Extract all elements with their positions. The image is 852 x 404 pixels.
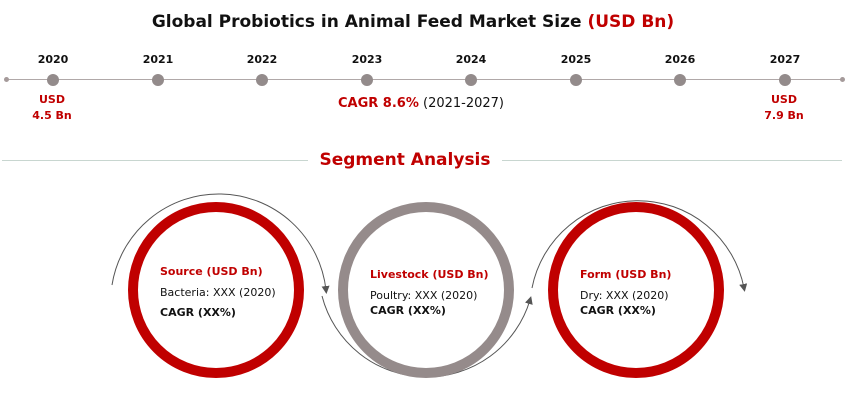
year-2024: 2024: [455, 53, 487, 66]
end-value-line1: USD: [771, 93, 797, 106]
year-2026: 2026: [664, 53, 696, 66]
source-card: Source (USD Bn) Bacteria: XXX (2020) CAG…: [160, 265, 276, 320]
livestock-ring: [338, 202, 514, 378]
year-2021: 2021: [142, 53, 174, 66]
start-value: USD 4.5 Bn: [22, 92, 82, 124]
source-ring: [128, 202, 304, 378]
form-cagr: CAGR (XX%): [580, 304, 656, 317]
livestock-heading: Livestock (USD Bn): [370, 268, 489, 281]
timeline-marker-2024: [465, 74, 477, 86]
start-value-line2: 4.5 Bn: [32, 109, 72, 122]
end-value-line2: 7.9 Bn: [764, 109, 804, 122]
timeline-line: [7, 79, 843, 80]
title-unit: (USD Bn): [587, 12, 675, 32]
arc-top-right: [531, 200, 748, 292]
timeline-marker-2022: [256, 74, 268, 86]
source-heading: Source (USD Bn): [160, 265, 263, 278]
timeline-marker-2020: [47, 74, 59, 86]
form-ring: [548, 202, 724, 378]
year-2025: 2025: [560, 53, 592, 66]
form-card: Form (USD Bn) Dry: XXX (2020) CAGR (XX%): [580, 268, 671, 318]
source-cagr: CAGR (XX%): [160, 306, 236, 319]
timeline-marker-2021: [152, 74, 164, 86]
timeline-marker-2027: [779, 74, 791, 86]
year-2023: 2023: [351, 53, 383, 66]
form-detail: Dry: XXX (2020): [580, 289, 669, 302]
livestock-detail: Poultry: XXX (2020): [370, 289, 478, 302]
segment-divider-right: [502, 160, 842, 161]
timeline-marker-2026: [674, 74, 686, 86]
timeline-marker-2023: [361, 74, 373, 86]
cagr-period: (2021-2027): [423, 96, 505, 111]
page-title: Global Probiotics in Animal Feed Market …: [0, 12, 826, 32]
end-value: USD 7.9 Bn: [754, 92, 814, 124]
timeline-start-dot: [4, 77, 9, 82]
arc-top-left: [111, 193, 330, 294]
start-value-line1: USD: [39, 93, 65, 106]
segment-divider-left: [2, 160, 308, 161]
timeline-end-dot: [840, 77, 845, 82]
title-main: Global Probiotics in Animal Feed Market …: [151, 12, 582, 32]
year-2022: 2022: [246, 53, 278, 66]
year-2020: 2020: [37, 53, 69, 66]
source-detail: Bacteria: XXX (2020): [160, 286, 276, 299]
cagr-text: CAGR 8.6% (2021-2027): [0, 96, 842, 111]
livestock-card: Livestock (USD Bn) Poultry: XXX (2020) C…: [370, 268, 489, 318]
year-2027: 2027: [769, 53, 801, 66]
timeline-marker-2025: [570, 74, 582, 86]
form-heading: Form (USD Bn): [580, 268, 672, 281]
cagr-label: CAGR 8.6%: [337, 96, 419, 111]
livestock-cagr: CAGR (XX%): [370, 304, 446, 317]
segment-title: Segment Analysis: [319, 150, 491, 170]
